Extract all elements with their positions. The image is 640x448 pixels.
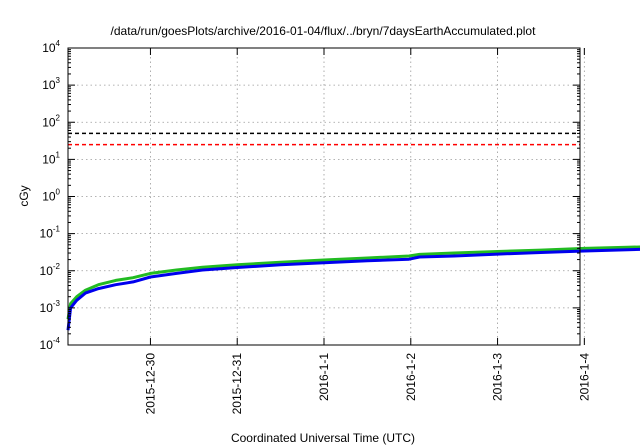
y-tick-label: 101 (42, 150, 60, 166)
y-tick-exponent: -3 (53, 299, 61, 308)
y-tick-base: 10 (42, 152, 56, 166)
y-tick-exponent: -1 (53, 225, 61, 234)
y-tick-exponent: 2 (56, 113, 61, 122)
y-tick-exponent: 3 (56, 76, 61, 85)
plot-frame (67, 47, 581, 346)
y-tick-exponent: -4 (53, 336, 61, 345)
x-tick-label: 2016-1-2 (404, 353, 418, 401)
series-lines (66, 245, 640, 331)
y-tick-exponent: -2 (53, 262, 61, 271)
x-tick-label: 2016-1-4 (577, 353, 591, 401)
y-tick-label: 10-2 (40, 262, 61, 278)
series-line (66, 245, 640, 320)
axis-ticks: 10-410-310-210-11001011021031042015-12-3… (40, 39, 592, 414)
y-tick-base: 10 (40, 338, 54, 352)
y-axis-label: cGy (17, 185, 31, 206)
y-tick-base: 10 (42, 78, 56, 92)
y-tick-base: 10 (42, 41, 56, 55)
y-tick-base: 10 (40, 264, 54, 278)
y-tick-exponent: 1 (56, 150, 61, 159)
y-tick-label: 10-1 (40, 225, 61, 241)
grid (68, 47, 585, 346)
y-tick-label: 100 (42, 188, 60, 204)
y-tick-base: 10 (40, 301, 54, 315)
y-tick-exponent: 4 (56, 39, 61, 48)
y-tick-label: 104 (42, 39, 60, 55)
chart-title: /data/run/goesPlots/archive/2016-01-04/f… (111, 24, 537, 38)
y-tick-label: 103 (42, 76, 60, 92)
x-tick-label: 2015-12-30 (143, 353, 157, 415)
y-tick-label: 10-3 (40, 299, 61, 315)
y-tick-base: 10 (40, 227, 54, 241)
x-axis-label: Coordinated Universal Time (UTC) (231, 431, 415, 445)
series-line (66, 247, 640, 331)
y-tick-base: 10 (42, 115, 56, 129)
x-tick-label: 2015-12-31 (230, 353, 244, 415)
x-tick-label: 2016-1-3 (491, 353, 505, 401)
y-tick-base: 10 (42, 190, 56, 204)
reference-lines (68, 132, 580, 146)
y-tick-label: 10-4 (40, 336, 61, 352)
y-tick-label: 102 (42, 113, 60, 129)
y-tick-exponent: 0 (56, 188, 61, 197)
x-tick-label: 2016-1-1 (317, 353, 331, 401)
